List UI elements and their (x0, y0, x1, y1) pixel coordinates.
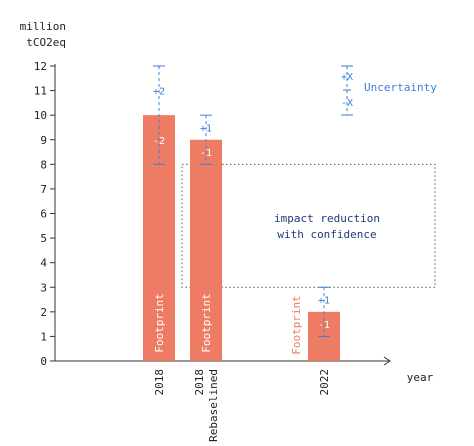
y-axis-label: million tCO2eq (20, 20, 66, 49)
x-axis-label: year (407, 371, 434, 384)
y-tick-label: 7 (40, 183, 47, 196)
x-tick-labels: 2018 2018 Rebaselined 2022 (153, 369, 331, 442)
x-axis-arrow (383, 356, 391, 366)
legend-plus-label: +X (341, 72, 353, 83)
bar (190, 139, 222, 361)
x-tick-label: 2022 (318, 369, 331, 396)
y-tick-label: 8 (40, 158, 47, 171)
legend-label: Uncertainty (364, 81, 437, 94)
annotation-text-line: impact reduction (274, 212, 380, 225)
bar-label: Footprint (290, 295, 303, 355)
uncertainty-minus-label: -1 (318, 320, 330, 331)
uncertainty-plus-label: +1 (318, 296, 330, 307)
impact-reduction-box: impact reduction with confidence (181, 163, 436, 288)
y-tick-label: 1 (40, 330, 47, 343)
legend-minus-label: -X (341, 98, 353, 109)
y-tick-label: 11 (34, 85, 47, 98)
bars: Footprint Footprint Footprint (143, 115, 340, 362)
y-tick-label: 12 (34, 60, 47, 73)
y-tick-label: 9 (40, 134, 47, 147)
y-tick-label: 5 (40, 232, 47, 245)
y-tick-label: 4 (40, 257, 47, 270)
y-tick-label: 6 (40, 208, 47, 221)
uncertainty-plus-label: +1 (200, 123, 212, 134)
uncertainty-legend: +X -X Uncertainty (341, 65, 437, 116)
y-axis-label-line: tCO2eq (26, 36, 66, 49)
y-tick-label: 0 (40, 355, 47, 368)
y-tick-label: 10 (34, 109, 47, 122)
x-tick-label: 2018 (193, 369, 206, 396)
y-tick-label: 2 (40, 306, 47, 319)
x-tick-label: 2018 (153, 369, 166, 396)
x-tick-label: Rebaselined (207, 369, 220, 442)
uncertainty-bars: +2 -2 +1 -1 +1 -1 (153, 65, 330, 337)
uncertainty-minus-label: -2 (153, 136, 165, 147)
uncertainty-plus-label: +2 (153, 87, 165, 98)
uncertainty-minus-label: -1 (200, 148, 212, 159)
y-tick-label: 3 (40, 281, 47, 294)
y-axis-label-line: million (20, 20, 66, 33)
bar-label: Footprint (200, 293, 213, 353)
bar-label: Footprint (153, 293, 166, 353)
annotation-text-line: with confidence (277, 228, 376, 241)
